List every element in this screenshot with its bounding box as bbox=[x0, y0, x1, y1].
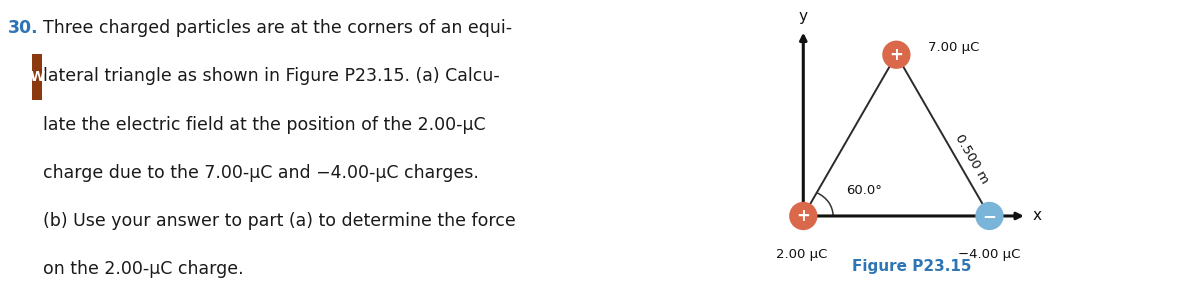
FancyBboxPatch shape bbox=[31, 54, 42, 100]
Text: (b) Use your answer to part (a) to determine the force: (b) Use your answer to part (a) to deter… bbox=[43, 212, 516, 230]
Text: Figure P23.15: Figure P23.15 bbox=[852, 259, 971, 274]
Text: 0.500 m: 0.500 m bbox=[952, 132, 991, 186]
Text: −4.00 μC: −4.00 μC bbox=[959, 248, 1021, 261]
Text: +: + bbox=[889, 46, 904, 64]
Text: late the electric field at the position of the 2.00-μC: late the electric field at the position … bbox=[43, 115, 486, 134]
Text: on the 2.00-μC charge.: on the 2.00-μC charge. bbox=[43, 260, 244, 278]
Text: y: y bbox=[799, 9, 808, 24]
Text: W: W bbox=[29, 70, 44, 84]
Text: x: x bbox=[1032, 209, 1042, 224]
Text: Three charged particles are at the corners of an equi-: Three charged particles are at the corne… bbox=[43, 19, 512, 37]
Text: −: − bbox=[983, 207, 996, 225]
Text: charge due to the 7.00-μC and −4.00-μC charges.: charge due to the 7.00-μC and −4.00-μC c… bbox=[43, 164, 479, 182]
Circle shape bbox=[882, 40, 911, 69]
Text: lateral triangle as shown in Figure P23.15. (a) Calcu-: lateral triangle as shown in Figure P23.… bbox=[43, 67, 499, 85]
Text: +: + bbox=[797, 207, 810, 225]
Text: 2.00 μC: 2.00 μC bbox=[775, 248, 827, 261]
Circle shape bbox=[790, 202, 817, 230]
Circle shape bbox=[976, 202, 1003, 230]
Text: 30.: 30. bbox=[7, 19, 38, 37]
Text: 7.00 μC: 7.00 μC bbox=[928, 41, 979, 54]
Text: 60.0°: 60.0° bbox=[846, 184, 882, 197]
